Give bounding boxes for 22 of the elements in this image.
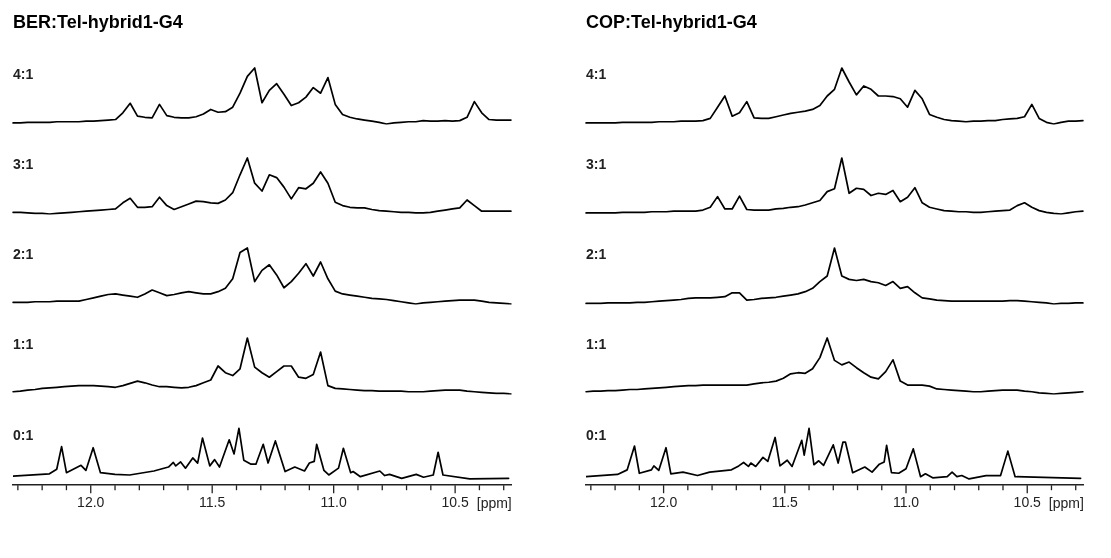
chart-title: COP:Tel-hybrid1-G4 xyxy=(585,11,758,34)
text: 3:1 xyxy=(586,156,607,173)
text: 1:1 xyxy=(13,336,34,353)
text: 3:1 xyxy=(13,156,34,173)
x-tick-label: 12.0 xyxy=(77,494,105,511)
chart-title: BER:Tel-hybrid1-G4 xyxy=(12,11,184,34)
text: 4:1 xyxy=(13,66,34,83)
text: 0:1 xyxy=(13,426,34,443)
text: 2:1 xyxy=(13,246,34,263)
x-tick-label: 11.0 xyxy=(320,494,347,511)
text: 4:1 xyxy=(586,66,607,83)
x-tick-label: 11.5 xyxy=(199,494,226,511)
text: 2:1 xyxy=(586,246,607,263)
text: 0:1 xyxy=(586,426,607,443)
text: 1:1 xyxy=(586,336,607,353)
x-axis-title: [ppm] xyxy=(476,495,512,512)
x-tick-label: 12.0 xyxy=(649,494,678,511)
x-axis-title: [ppm] xyxy=(1048,495,1084,512)
x-tick-label: 10.5 xyxy=(441,494,469,511)
x-tick-label: 11.5 xyxy=(771,494,799,511)
x-tick-label: 11.0 xyxy=(892,494,920,511)
x-tick-label: 10.5 xyxy=(1013,494,1042,511)
